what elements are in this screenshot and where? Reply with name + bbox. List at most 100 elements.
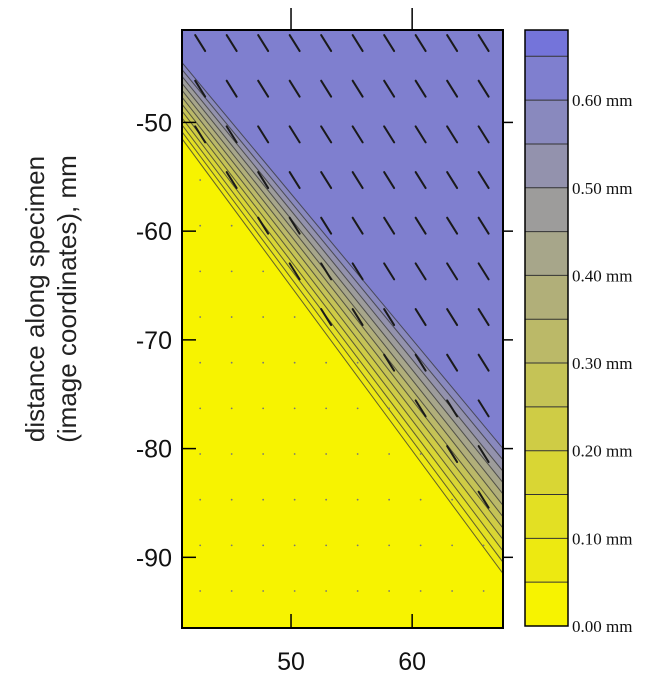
displacement-point (293, 316, 296, 318)
displacement-arrow (257, 125, 270, 144)
displacement-point (262, 316, 265, 318)
contour-line (182, 96, 503, 506)
displacement-arrow (446, 445, 459, 464)
colorbar-border (524, 29, 569, 627)
displacement-point (356, 407, 359, 410)
colorbar-segment (525, 231, 568, 276)
displacement-arrow (320, 34, 333, 53)
displacement-point (419, 498, 422, 501)
displacement-arrow (383, 308, 396, 327)
contour-line (182, 69, 503, 461)
displacement-arrow (225, 79, 238, 98)
displacement-point (325, 453, 328, 455)
displacement-point (293, 498, 296, 501)
displacement-arrow (351, 34, 364, 53)
colorbar-segment (525, 187, 568, 232)
displacement-point (451, 498, 454, 501)
displacement-arrow (288, 79, 301, 98)
displacement-arrow (446, 308, 459, 327)
contour-line (182, 124, 503, 552)
displacement-point (325, 498, 328, 501)
displacement-point (199, 179, 202, 181)
displacement-point (325, 590, 328, 592)
displacement-point (419, 590, 422, 592)
displacement-point (199, 498, 202, 501)
colorbar-segment (525, 494, 568, 539)
displacement-point (325, 544, 328, 547)
displacement-point (230, 224, 233, 227)
displacement-arrow (446, 125, 459, 144)
displacement-arrow (414, 216, 427, 235)
displacement-point (388, 590, 391, 592)
displacement-point (293, 590, 296, 592)
displacement-point (356, 498, 359, 501)
displacement-arrow (288, 216, 301, 235)
displacement-point (451, 590, 454, 592)
colorbar-segment (525, 363, 568, 407)
contour-line (182, 138, 503, 574)
displacement-point (230, 498, 233, 501)
displacement-arrow (477, 79, 490, 98)
displacement-point (482, 544, 485, 547)
displacement-arrow (320, 171, 333, 190)
displacement-arrow (383, 79, 396, 98)
displacement-point (230, 544, 233, 547)
displacement-point (230, 361, 233, 364)
colorbar-label: 0.50 mm (572, 179, 632, 198)
displacement-point (199, 544, 202, 547)
displacement-point (293, 453, 296, 455)
displacement-point (356, 361, 359, 364)
colorbar-segment (525, 275, 568, 320)
displacement-arrow (446, 216, 459, 235)
colorbar-segment (525, 406, 568, 451)
displacement-point (262, 453, 265, 455)
displacement-arrow (383, 353, 396, 372)
colorbar-segment (525, 30, 568, 57)
displacement-arrow (351, 125, 364, 144)
displacement-point (199, 316, 202, 318)
displacement-arrow (383, 262, 396, 281)
displacement-point (388, 407, 391, 410)
displacement-arrow (320, 262, 333, 281)
colorbar-label: 0.00 mm (572, 617, 632, 636)
displacement-arrow (477, 34, 490, 53)
displacement-arrow (414, 125, 427, 144)
displacement-point (325, 407, 328, 410)
displacement-arrow (257, 79, 270, 98)
displacement-point (388, 544, 391, 547)
displacement-arrow (288, 262, 301, 281)
displacement-point (356, 590, 359, 592)
colorbar-segment (525, 538, 568, 583)
colorbar: 0.00 mm 0.10 mm 0.20 mm 0.30 mm 0.40 mm 0.50 … (524, 29, 632, 636)
displacement-point (293, 407, 296, 410)
colorbar-label: 0.20 mm (572, 442, 632, 461)
displacement-point (293, 544, 296, 547)
displacement-arrow (383, 34, 396, 53)
contour-line (182, 83, 503, 484)
displacement-point (230, 453, 233, 455)
displacement-arrow (351, 216, 364, 235)
colorbar-segment (525, 143, 568, 188)
displacement-arrow (414, 262, 427, 281)
displacement-arrow (225, 171, 238, 190)
displacement-point (199, 590, 202, 592)
displacement-point (262, 498, 265, 501)
displacement-point (325, 361, 328, 364)
displacement-arrow (351, 262, 364, 281)
displacement-arrow (477, 445, 490, 464)
displacement-arrow (446, 262, 459, 281)
displacement-arrow (446, 399, 459, 418)
y-tick-label: -60 (136, 218, 172, 246)
displacement-arrow (257, 171, 270, 190)
displacement-arrow (257, 216, 270, 235)
displacement-point (199, 453, 202, 455)
colorbar-segment (525, 56, 568, 101)
displacement-arrow (320, 79, 333, 98)
colorbar-segment (525, 450, 568, 495)
displacement-arrow (414, 79, 427, 98)
displacement-arrow (288, 171, 301, 190)
displacement-point (230, 407, 233, 410)
displacement-arrow (320, 216, 333, 235)
colorbar-segment (525, 319, 568, 364)
displacement-arrow (194, 34, 207, 53)
